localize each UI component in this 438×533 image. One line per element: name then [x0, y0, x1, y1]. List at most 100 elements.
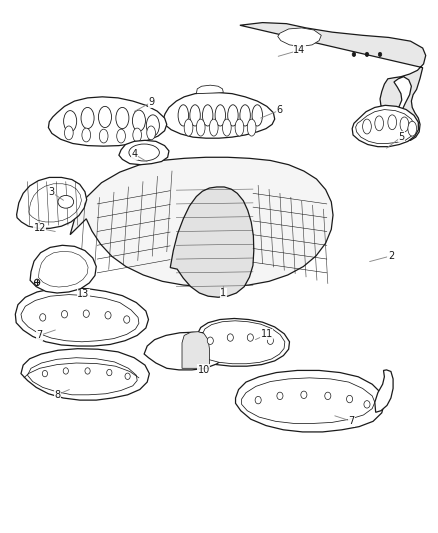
Text: 7: 7 — [349, 416, 355, 426]
Circle shape — [35, 279, 40, 286]
Circle shape — [40, 314, 46, 321]
Ellipse shape — [81, 108, 94, 128]
Ellipse shape — [247, 119, 256, 136]
Ellipse shape — [252, 105, 262, 126]
Circle shape — [352, 52, 356, 56]
Ellipse shape — [223, 119, 231, 136]
Polygon shape — [352, 106, 418, 147]
Circle shape — [364, 401, 370, 408]
Text: 4: 4 — [131, 149, 137, 159]
Polygon shape — [375, 370, 393, 413]
Circle shape — [125, 373, 130, 379]
Polygon shape — [195, 321, 285, 364]
Text: 6: 6 — [277, 105, 283, 115]
Circle shape — [83, 310, 89, 317]
Circle shape — [63, 368, 68, 374]
Ellipse shape — [129, 144, 159, 161]
Ellipse shape — [146, 115, 159, 136]
Ellipse shape — [147, 126, 155, 140]
Polygon shape — [163, 93, 275, 138]
Polygon shape — [17, 177, 87, 228]
Ellipse shape — [228, 105, 238, 126]
Circle shape — [247, 334, 253, 341]
Polygon shape — [278, 28, 321, 46]
Polygon shape — [51, 195, 72, 211]
Ellipse shape — [58, 196, 74, 208]
Ellipse shape — [196, 119, 205, 136]
Polygon shape — [70, 157, 333, 287]
Polygon shape — [236, 370, 385, 432]
Polygon shape — [47, 257, 80, 281]
Text: 5: 5 — [399, 132, 405, 142]
Ellipse shape — [53, 191, 79, 213]
Polygon shape — [144, 332, 228, 370]
Ellipse shape — [400, 117, 409, 132]
Ellipse shape — [132, 110, 145, 131]
Circle shape — [267, 337, 273, 344]
Text: 13: 13 — [77, 289, 89, 299]
Circle shape — [124, 316, 130, 323]
Ellipse shape — [64, 126, 73, 140]
Polygon shape — [48, 97, 167, 146]
Polygon shape — [29, 184, 81, 222]
Text: 9: 9 — [148, 97, 155, 107]
Circle shape — [346, 395, 353, 403]
Ellipse shape — [99, 129, 108, 143]
Ellipse shape — [388, 115, 396, 130]
Ellipse shape — [117, 129, 125, 143]
Polygon shape — [28, 358, 137, 395]
Ellipse shape — [408, 121, 417, 136]
Ellipse shape — [240, 105, 251, 126]
Circle shape — [365, 52, 369, 56]
Circle shape — [301, 391, 307, 399]
Circle shape — [42, 370, 47, 377]
Ellipse shape — [64, 111, 77, 132]
Ellipse shape — [202, 105, 213, 126]
Circle shape — [378, 52, 382, 56]
Circle shape — [207, 337, 213, 344]
Ellipse shape — [99, 107, 112, 127]
Polygon shape — [240, 22, 426, 140]
Ellipse shape — [375, 116, 384, 131]
Ellipse shape — [178, 105, 188, 126]
Ellipse shape — [133, 128, 141, 142]
Circle shape — [325, 392, 331, 400]
Text: 7: 7 — [36, 330, 43, 341]
Polygon shape — [182, 332, 209, 368]
Text: 10: 10 — [198, 365, 210, 375]
Circle shape — [107, 369, 112, 376]
Polygon shape — [39, 189, 77, 217]
Polygon shape — [242, 378, 375, 423]
Polygon shape — [170, 187, 254, 297]
Circle shape — [85, 368, 90, 374]
Polygon shape — [196, 85, 223, 94]
Polygon shape — [21, 349, 149, 400]
Ellipse shape — [82, 128, 91, 142]
Ellipse shape — [184, 119, 193, 136]
Ellipse shape — [190, 105, 200, 126]
Text: 11: 11 — [261, 329, 273, 340]
Circle shape — [277, 392, 283, 400]
Text: 8: 8 — [54, 390, 60, 400]
Ellipse shape — [363, 119, 371, 134]
Ellipse shape — [209, 119, 218, 136]
Circle shape — [255, 397, 261, 404]
Text: 14: 14 — [293, 45, 306, 55]
Text: 3: 3 — [48, 187, 54, 197]
Text: 12: 12 — [33, 223, 46, 233]
Polygon shape — [356, 110, 415, 143]
Polygon shape — [30, 245, 96, 293]
Circle shape — [105, 312, 111, 319]
Circle shape — [227, 334, 233, 341]
Polygon shape — [15, 288, 148, 346]
Polygon shape — [190, 318, 290, 366]
Polygon shape — [119, 140, 169, 165]
Ellipse shape — [235, 119, 244, 136]
Polygon shape — [39, 251, 88, 287]
Text: 2: 2 — [388, 251, 394, 261]
Ellipse shape — [116, 108, 129, 128]
Text: 1: 1 — [220, 288, 226, 298]
Circle shape — [61, 311, 67, 318]
Ellipse shape — [215, 105, 226, 126]
Polygon shape — [21, 295, 139, 342]
